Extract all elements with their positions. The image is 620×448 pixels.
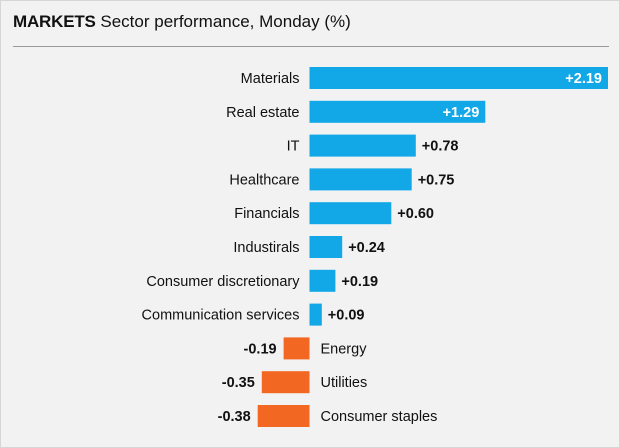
category-label: Materials: [241, 71, 300, 87]
bar: [283, 337, 310, 360]
category-label: Industirals: [233, 240, 299, 256]
value-label: +0.75: [418, 172, 455, 188]
value-label: +1.29: [443, 105, 480, 121]
bar: [309, 236, 343, 258]
title-subtitle: Sector performance, Monday (%): [100, 12, 351, 31]
bar: [257, 405, 310, 427]
value-label: +2.19: [565, 71, 602, 87]
bar: [261, 371, 310, 394]
bar: [309, 67, 608, 89]
bar: [309, 303, 322, 326]
value-label: +0.60: [397, 206, 434, 222]
bar: [309, 168, 412, 191]
category-label: IT: [287, 139, 300, 155]
value-label: +0.24: [348, 240, 385, 256]
category-label: Healthcare: [229, 172, 299, 188]
category-label: Consumer staples: [321, 409, 438, 425]
bar: [309, 269, 336, 292]
value-label: -0.35: [222, 375, 255, 391]
title-kicker: MARKETS: [13, 12, 96, 31]
category-label: Utilities: [321, 375, 368, 391]
bar: [309, 100, 486, 123]
value-label: +0.19: [341, 274, 378, 290]
chart-title: MARKETS Sector performance, Monday (%): [13, 11, 351, 33]
bar: [309, 202, 392, 225]
value-label: -0.38: [218, 409, 251, 425]
category-label: Real estate: [226, 105, 299, 121]
category-label: Energy: [321, 341, 368, 357]
title-divider: [13, 46, 609, 47]
value-label: -0.19: [244, 341, 277, 357]
category-label: Financials: [234, 206, 299, 222]
value-label: +0.09: [328, 308, 365, 324]
category-label: Consumer discretionary: [146, 274, 300, 290]
value-label: +0.78: [422, 139, 459, 155]
category-label: Communication services: [142, 308, 300, 324]
bar: [309, 134, 416, 157]
